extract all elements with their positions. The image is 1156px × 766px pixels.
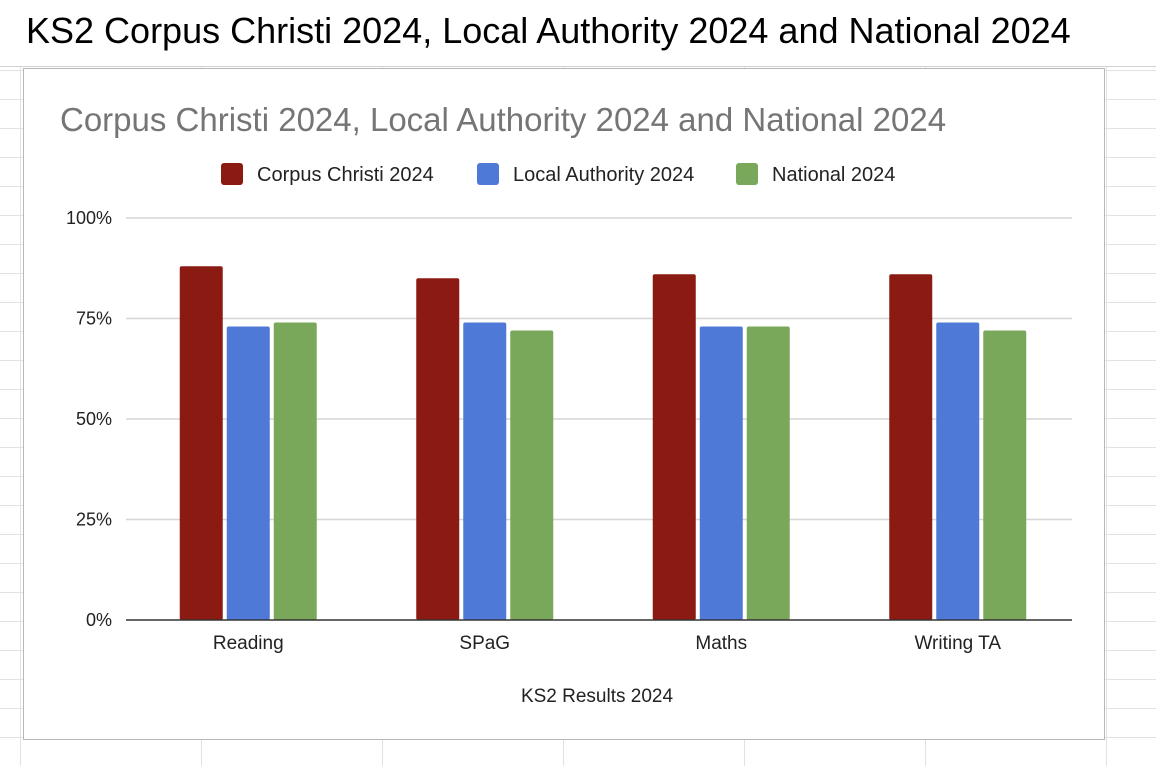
legend-label: Local Authority 2024 [513, 164, 694, 186]
bar-reading-1[interactable] [226, 326, 270, 620]
legend-swatch [221, 163, 243, 185]
x-category-label: Reading [213, 633, 284, 654]
chart-container[interactable]: Corpus Christi 2024, Local Authority 202… [23, 68, 1105, 740]
bar-spag-2[interactable] [510, 330, 554, 620]
y-tick-label: 50% [76, 409, 112, 429]
bar-spag-1[interactable] [463, 322, 507, 620]
chart-title: Corpus Christi 2024, Local Authority 202… [60, 101, 946, 138]
bar-writing-ta-1[interactable] [936, 322, 980, 620]
bar-reading-2[interactable] [273, 322, 317, 620]
bar-writing-ta-0[interactable] [889, 274, 933, 620]
legend-label: National 2024 [772, 164, 895, 186]
y-tick-label: 25% [76, 510, 112, 530]
x-axis-categories: Reading SPaG Maths Writing TA [213, 633, 1002, 654]
sheet-header-title: KS2 Corpus Christi 2024, Local Authority… [26, 10, 1071, 51]
chart-legend: Corpus Christi 2024 Local Authority 2024 N… [221, 163, 895, 186]
bars [179, 266, 1027, 620]
bar-chart: Corpus Christi 2024, Local Authority 202… [60, 101, 1072, 707]
bar-reading-0[interactable] [179, 266, 223, 620]
bar-writing-ta-2[interactable] [983, 330, 1027, 620]
x-category-label: SPaG [459, 633, 510, 654]
legend-label: Corpus Christi 2024 [257, 164, 434, 186]
x-category-label: Writing TA [914, 633, 1001, 654]
bar-maths-0[interactable] [652, 274, 696, 620]
x-category-label: Maths [695, 633, 747, 654]
y-tick-label: 75% [76, 309, 112, 329]
y-axis-ticks: 0% 25% 50% 75% 100% [66, 208, 112, 630]
bar-maths-2[interactable] [746, 326, 790, 620]
legend-swatch [736, 163, 758, 185]
bar-maths-1[interactable] [699, 326, 743, 620]
bar-spag-0[interactable] [416, 278, 460, 620]
y-tick-label: 100% [66, 208, 112, 228]
x-axis-title: KS2 Results 2024 [521, 686, 674, 707]
legend-swatch [477, 163, 499, 185]
y-tick-label: 0% [86, 610, 112, 630]
header-cell[interactable]: KS2 Corpus Christi 2024, Local Authority… [0, 0, 1156, 67]
